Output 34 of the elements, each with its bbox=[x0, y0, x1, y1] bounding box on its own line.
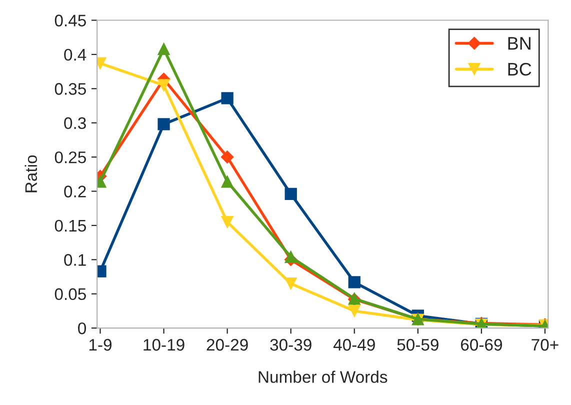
y-tick-label: 0.15 bbox=[54, 220, 86, 232]
x-tick-label: 10-19 bbox=[144, 338, 184, 351]
x-tick-label: 50-59 bbox=[397, 338, 438, 351]
y-tick-label: 0.1 bbox=[64, 254, 86, 266]
y-tick-label: 0.25 bbox=[54, 151, 86, 164]
point bbox=[220, 150, 234, 164]
point bbox=[284, 278, 297, 290]
point bbox=[158, 79, 170, 92]
legend-label: BN bbox=[508, 37, 530, 50]
point bbox=[221, 216, 234, 228]
y-axis-title: Ratio bbox=[24, 155, 38, 192]
x-axis-title: Number of Words bbox=[258, 370, 388, 383]
point bbox=[284, 188, 297, 200]
x-tick-label: 60-69 bbox=[460, 338, 502, 351]
point bbox=[284, 250, 297, 263]
x-tick-label: 70+ bbox=[532, 338, 558, 351]
x-tick-label: 1-9 bbox=[89, 338, 112, 351]
point bbox=[221, 176, 234, 188]
y-tick-label: 0.3 bbox=[64, 117, 86, 130]
y-tick-label: 0.4 bbox=[64, 48, 86, 61]
point bbox=[348, 276, 360, 288]
x-tick-label: 20-29 bbox=[206, 338, 248, 351]
y-tick-label: 0.35 bbox=[54, 83, 86, 95]
point bbox=[221, 92, 234, 104]
y-tick-label: 0 bbox=[78, 322, 86, 334]
point bbox=[158, 42, 170, 56]
y-tick-label: 0.05 bbox=[54, 288, 86, 300]
x-tick-label: 40-49 bbox=[333, 338, 375, 351]
legend-label: BC bbox=[508, 62, 532, 76]
y-tick-label: 0.2 bbox=[64, 186, 86, 198]
x-tick-label: 30-39 bbox=[270, 338, 312, 351]
point bbox=[158, 118, 170, 130]
point bbox=[348, 304, 360, 318]
y-tick-label: 0.45 bbox=[54, 14, 86, 26]
